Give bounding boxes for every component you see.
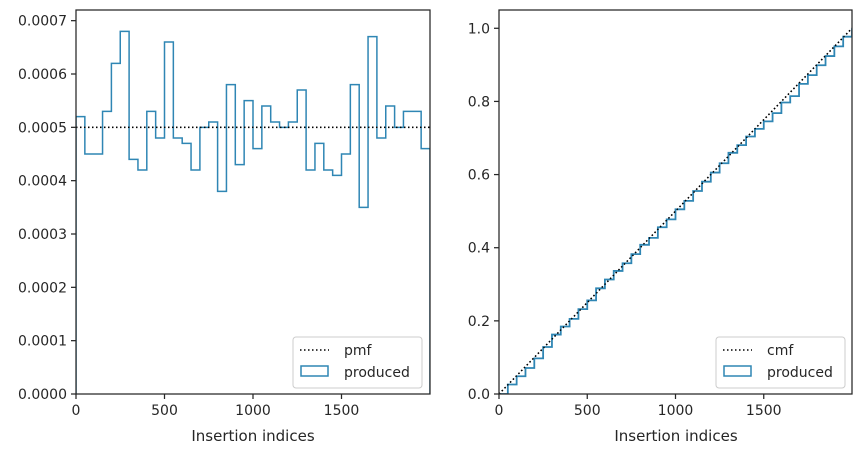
- right-y-tick-label: 1.0: [468, 21, 490, 37]
- left-legend-produced-label: produced: [344, 365, 410, 381]
- left-y-tick-label: 0.0001: [18, 334, 67, 350]
- right-legend-cmf-label: cmf: [767, 343, 794, 359]
- left-panel-pmf: 0 500 1000 1500 0.0000 0.0001 0.0002 0.0003 0.00…: [18, 9, 431, 445]
- left-y-tick-label: 0.0006: [18, 67, 67, 83]
- left-x-tick-label: 1500: [324, 403, 360, 419]
- right-series-cmf-overlay: [499, 27, 852, 394]
- right-series-group: [499, 27, 852, 394]
- right-series-produced-step-path: [499, 28, 852, 394]
- left-y-tick-label: 0.0007: [18, 14, 67, 30]
- left-legend-pmf-label: pmf: [344, 343, 373, 359]
- right-y-tick-label: 0.6: [468, 168, 490, 184]
- right-y-tick-label: 0.2: [468, 314, 490, 330]
- right-legend-produced-label: produced: [767, 365, 833, 381]
- left-y-tick-label: 0.0004: [18, 174, 67, 190]
- left-x-tick-label: 0: [72, 403, 81, 419]
- left-x-tick-label: 500: [151, 403, 178, 419]
- right-axis-ticks: 0 500 1000 1500 0.0 0.2 0.4 0.6 0.8 1.0: [468, 21, 782, 419]
- left-x-axis-label: Insertion indices: [191, 427, 314, 445]
- left-y-tick-label: 0.0005: [18, 120, 67, 136]
- right-y-tick-label: 0.4: [468, 241, 490, 257]
- right-x-tick-label: 1000: [658, 403, 694, 419]
- right-x-tick-label: 0: [495, 403, 504, 419]
- left-series-produced-step-path: [76, 30, 430, 394]
- left-legend: pmf produced: [292, 336, 423, 389]
- right-panel-cmf: 0 500 1000 1500 0.0 0.2 0.4 0.6 0.8 1.0 Insertion…: [468, 9, 853, 445]
- right-legend: cmf produced: [715, 336, 846, 389]
- right-x-axis-label: Insertion indices: [614, 427, 737, 445]
- right-legend-produced-swatch: [723, 365, 752, 377]
- left-y-tick-label: 0.0002: [18, 280, 67, 296]
- right-x-tick-label: 1500: [746, 403, 782, 419]
- right-y-tick-label: 0.8: [468, 94, 490, 110]
- right-x-tick-label: 500: [574, 403, 601, 419]
- left-x-tick-label: 1000: [235, 403, 271, 419]
- right-y-tick-label: 0.0: [468, 387, 490, 403]
- left-series-group: [76, 30, 430, 394]
- left-plot-area: [75, 9, 431, 395]
- left-y-tick-label: 0.0000: [18, 387, 67, 403]
- left-legend-produced-swatch: [300, 365, 329, 377]
- left-y-tick-label: 0.0003: [18, 227, 67, 243]
- right-plot-area: [498, 9, 853, 395]
- left-axis-ticks: 0 500 1000 1500 0.0000 0.0001 0.0002 0.0003 0.00…: [18, 14, 359, 419]
